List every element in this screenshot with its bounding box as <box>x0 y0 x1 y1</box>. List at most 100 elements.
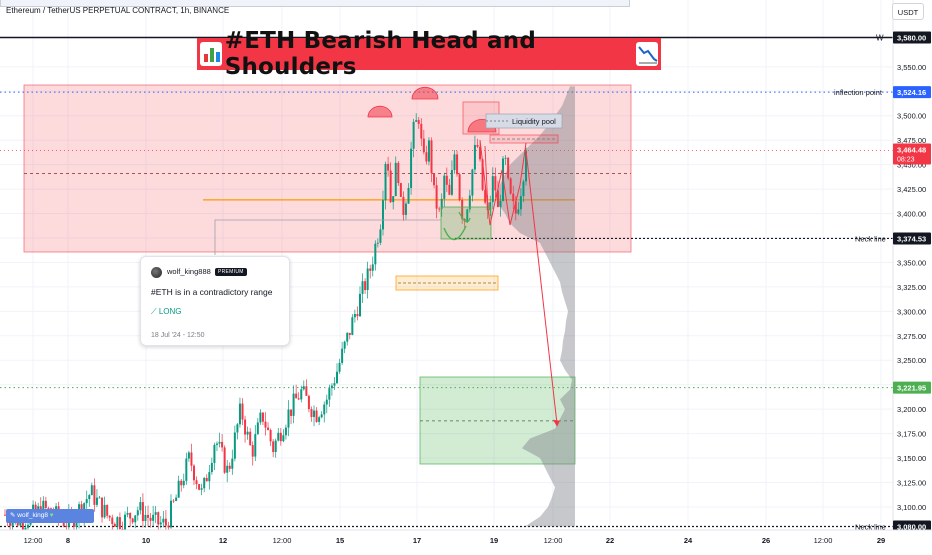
price-tag-label: 3,464.48 <box>897 145 926 154</box>
price-axis[interactable] <box>893 0 932 550</box>
currency-button[interactable]: USDT <box>892 3 924 20</box>
candle-body <box>394 162 397 197</box>
candle-body <box>65 526 68 527</box>
candle-body <box>507 157 510 179</box>
candle-body <box>343 341 346 349</box>
candle-body <box>129 512 132 519</box>
candle-body <box>389 170 392 203</box>
candle-body <box>517 209 520 214</box>
price-tag-label: 3,374.53 <box>897 234 926 243</box>
time-axis[interactable] <box>0 530 932 550</box>
candle-body <box>453 154 456 171</box>
candle-body <box>85 499 88 504</box>
candle-body <box>279 432 282 442</box>
candle-body <box>392 196 395 203</box>
candle-body <box>26 524 29 528</box>
candle-body <box>162 518 165 523</box>
candle-body <box>282 435 285 442</box>
candle-body <box>141 502 144 522</box>
candle-body <box>458 174 461 200</box>
candle-body <box>496 190 499 208</box>
candle-body <box>445 175 448 185</box>
candle-body <box>471 169 474 196</box>
candle-body <box>108 515 111 518</box>
candle-body <box>522 181 525 197</box>
candle-body <box>509 178 512 194</box>
x-tick-label: 24 <box>684 536 693 545</box>
x-tick-label: 10 <box>142 536 150 545</box>
y-tick-label: 3,325.00 <box>897 283 926 292</box>
candle-body <box>180 480 183 486</box>
candle-body <box>300 389 303 400</box>
candle-body <box>402 196 405 215</box>
note-username: wolf_king888 <box>167 267 211 276</box>
candle-body <box>264 421 267 428</box>
candle-body <box>90 485 93 496</box>
head-marker <box>411 86 439 100</box>
candle-body <box>430 140 433 174</box>
candle-body <box>450 170 453 195</box>
candle-body <box>361 281 364 294</box>
support-curve <box>443 225 467 241</box>
plot-background[interactable] <box>0 0 893 550</box>
candle-body <box>44 500 47 508</box>
candle-body <box>369 268 372 271</box>
candle-body <box>323 404 326 415</box>
watermark-text: wolf_king8 <box>17 512 48 519</box>
projection-arrow-line <box>525 150 558 424</box>
x-tick-label: 12 <box>219 536 227 545</box>
candle-body <box>269 429 272 442</box>
candle-body <box>525 150 527 182</box>
symbol-title: Ethereum / TetherUS PERPETUAL CONTRACT, … <box>6 6 230 15</box>
candle-body <box>417 120 420 124</box>
price-tag-label: 3,580.00 <box>897 34 926 43</box>
candle-body <box>136 510 139 516</box>
candle-body <box>200 488 203 490</box>
banner-title: #ETH Bearish Head and Shoulders <box>224 28 536 80</box>
candle-body <box>287 409 290 428</box>
candle-body <box>244 419 247 435</box>
candle-body <box>476 144 479 147</box>
avatar <box>151 267 162 278</box>
candle-body <box>466 209 469 222</box>
neckline-support-zone <box>440 206 492 240</box>
candle-body <box>185 458 188 481</box>
candle-body <box>399 183 402 197</box>
candle-body <box>221 441 224 448</box>
candle-body <box>512 193 515 202</box>
candle-body <box>24 527 27 531</box>
x-tick-label: 12:00 <box>544 536 563 545</box>
candle-body <box>192 465 195 481</box>
candle-body <box>387 163 390 171</box>
y-tick-label: 3,175.00 <box>897 430 926 439</box>
candle-body <box>366 268 369 291</box>
candle-body <box>284 427 287 436</box>
price-tag-label: 3,080.00 <box>897 523 926 532</box>
candle-body <box>157 512 160 525</box>
candle-body <box>267 427 270 430</box>
candle-body <box>410 148 413 188</box>
candle-body <box>404 203 407 215</box>
candle-body <box>208 472 211 482</box>
candle-body <box>256 422 259 435</box>
candle-body <box>353 314 356 318</box>
price-tag-bg <box>893 143 931 165</box>
idea-note-card[interactable]: wolf_king888 PREMIUM #ETH is in a contra… <box>140 256 290 346</box>
swing-path <box>479 139 527 226</box>
y-tick-label: 3,125.00 <box>897 478 926 487</box>
candle-body <box>481 159 484 190</box>
y-tick-label: 3,200.00 <box>897 405 926 414</box>
candle-body <box>277 432 280 441</box>
candle-body <box>514 201 517 214</box>
candle-body <box>290 409 293 416</box>
candle-body <box>103 504 106 518</box>
candle-body <box>164 518 167 526</box>
x-tick-label: 22 <box>606 536 614 545</box>
candle-body <box>187 452 190 459</box>
author-watermark: ✎ wolf_king8 ♥ <box>6 509 94 523</box>
candle-body <box>433 173 436 186</box>
candle-body <box>241 403 244 420</box>
candle-body <box>177 480 180 498</box>
